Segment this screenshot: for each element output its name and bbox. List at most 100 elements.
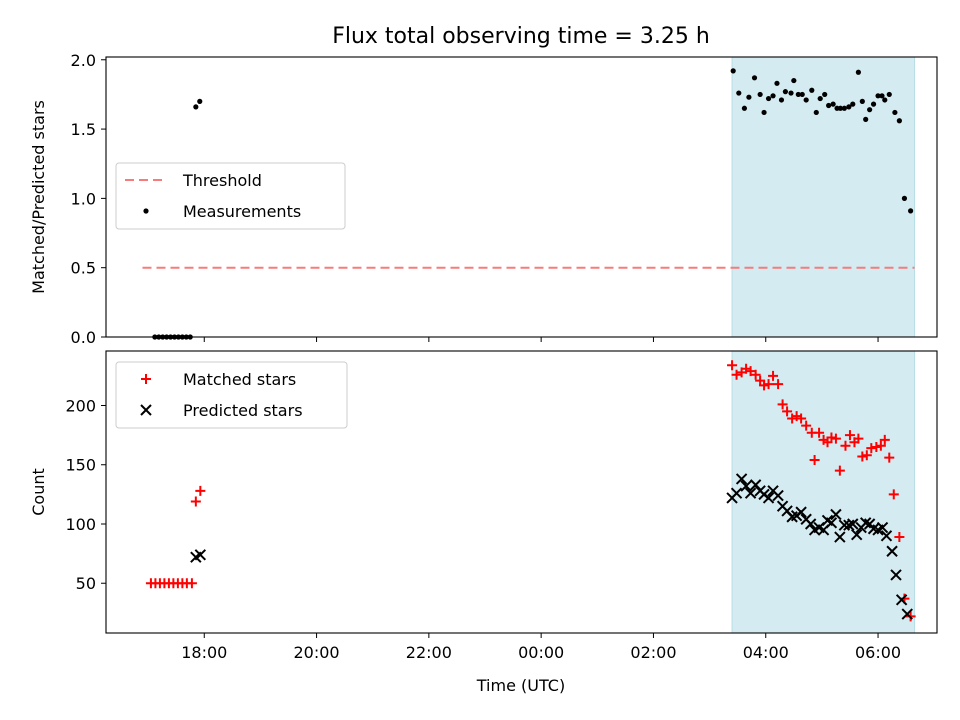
ratio-panel: 0.0 0.5 1.0 1.5 2.0 Matched/Predicted stars Th… [29,51,938,347]
data-point [908,208,914,214]
data-point [840,440,851,451]
observing-window-band [731,56,916,338]
data-point [774,80,780,86]
x-axis-label: Time (UTC) [476,676,565,695]
data-point [890,569,902,581]
data-point [814,427,825,438]
data-point [892,109,898,116]
data-point [879,434,890,445]
data-point [866,443,877,454]
data-point [788,90,794,96]
series-predicted-stars [190,473,913,620]
data-point [730,68,736,74]
data-point [853,433,864,444]
data-point [896,118,902,124]
x-tick-label: 18:00 [181,643,227,662]
data-point [859,517,872,529]
data-point [825,517,838,529]
data-point [863,116,869,122]
data-point [782,89,788,95]
legend-swatch [143,208,149,214]
data-point [826,432,837,443]
x-tick-label: 06:00 [855,643,901,662]
data-point [850,528,863,541]
legend-label: Threshold [182,171,262,190]
data-point [772,489,784,502]
data-point [841,105,847,111]
legend-label: Predicted stars [183,401,303,420]
y-tick-label: 1.0 [71,189,96,208]
data-point [741,105,748,111]
y-tick-label: 150 [65,456,96,475]
x-tick-label: 02:00 [630,643,676,662]
data-point [730,487,743,499]
axes-frame [105,350,938,634]
data-point [763,379,774,390]
data-point [850,101,856,107]
y-axis-label: Matched/Predicted stars [29,100,48,294]
data-point [830,101,836,107]
data-point [795,506,807,518]
data-point [193,104,199,110]
data-point [770,93,776,99]
data-point [875,93,881,99]
data-point [773,379,784,390]
data-point [817,95,823,102]
data-point [871,441,882,452]
axes-frame [105,56,938,338]
data-point [744,487,757,499]
data-point [843,519,855,531]
data-point [859,98,865,104]
data-point [867,107,873,113]
data-point [847,518,859,530]
legend: Threshold Measurements [115,162,346,230]
data-point [895,594,908,606]
legend-label: Measurements [183,202,301,221]
data-point [846,104,852,110]
data-point [190,496,201,507]
legend: Matched stars Predicted stars [115,361,348,429]
data-point [782,406,793,417]
count-panel: 50 100 150 200 18:00 20:00 22:00 00:00 02:00 04:0… [29,350,938,662]
y-tick-label: 200 [65,397,96,416]
data-point [746,94,752,100]
data-point [751,75,758,81]
data-point [809,87,815,93]
data-point [822,91,828,98]
data-point [813,109,819,116]
data-point [765,95,772,102]
data-point [879,93,885,99]
data-point [875,440,886,451]
data-point [727,360,738,371]
data-point [857,451,868,462]
data-point [886,91,892,98]
data-point [861,450,872,461]
x-tick-label: 00:00 [518,643,564,662]
y-tick-label: 50 [76,574,96,593]
data-point [735,473,748,485]
x-tick-label: 04:00 [743,643,789,662]
series-matched-stars [145,360,916,622]
data-point [195,485,206,496]
y-tick-label: 100 [65,515,96,534]
data-point [186,578,197,589]
legend-swatch [140,404,152,416]
chart-title: Flux total observing time = 3.25 h [332,24,710,49]
data-point [778,97,785,103]
data-point [886,545,898,557]
legend-box [115,361,348,429]
y-tick-label: 0.5 [71,259,96,278]
data-point [894,532,905,543]
data-point [759,380,770,391]
data-point [888,489,899,500]
legend-label: Matched stars [183,370,296,389]
data-point [901,608,913,620]
data-point [796,413,807,424]
data-point [855,69,861,75]
y-tick-label: 0.0 [71,328,96,347]
data-point [901,195,908,201]
data-point [826,102,832,109]
data-point [804,518,817,530]
data-point [884,452,895,463]
data-point [777,399,788,410]
